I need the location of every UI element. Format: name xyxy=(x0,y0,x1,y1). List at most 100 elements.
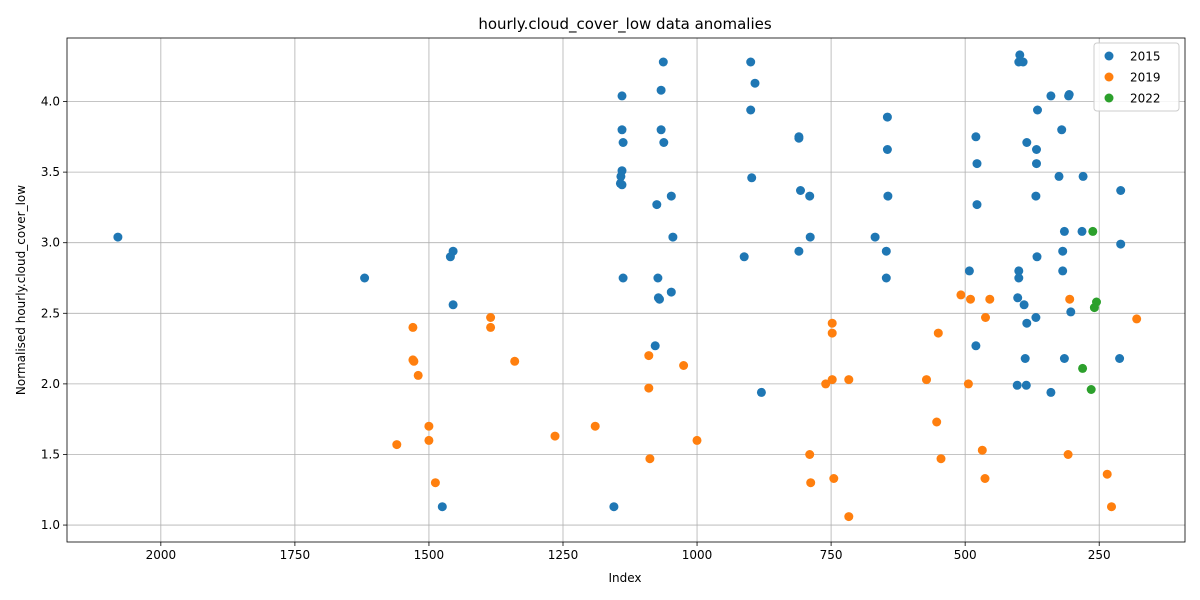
data-point-2015 xyxy=(1013,293,1023,303)
data-point-2015 xyxy=(655,294,664,304)
data-point-2015 xyxy=(1059,226,1069,236)
data-point-2019 xyxy=(1107,502,1116,512)
data-point-2015 xyxy=(1078,171,1088,181)
data-point-2015 xyxy=(881,273,891,283)
data-point-2019 xyxy=(956,290,966,300)
data-point-2015 xyxy=(756,387,766,397)
data-point-2015 xyxy=(653,273,663,283)
data-point-2015 xyxy=(1018,57,1028,67)
data-point-2019 xyxy=(1065,294,1075,304)
legend-marker-2019 xyxy=(1104,72,1114,82)
data-point-2019 xyxy=(424,421,434,431)
data-point-2015 xyxy=(1116,239,1126,249)
data-point-2015 xyxy=(750,78,760,88)
data-point-2015 xyxy=(1115,354,1125,363)
y-axis: 1.0 1.5 2.0 2.5 3.0 3.5 4.0 xyxy=(41,95,67,532)
series-2019 xyxy=(392,290,1142,522)
data-point-2015 xyxy=(972,159,982,169)
data-point-2019 xyxy=(430,478,440,488)
data-point-2019 xyxy=(977,445,987,455)
data-point-2015 xyxy=(617,91,627,101)
data-point-2015 xyxy=(1032,145,1041,154)
data-point-2015 xyxy=(805,232,815,242)
data-point-2019 xyxy=(424,435,434,445)
data-point-2019 xyxy=(932,417,942,427)
data-point-2015 xyxy=(882,112,892,122)
legend-label-2022: 2022 xyxy=(1130,92,1161,106)
data-point-2015 xyxy=(794,246,804,256)
data-point-2015 xyxy=(1020,354,1030,363)
data-point-2019 xyxy=(844,375,854,385)
data-point-2019 xyxy=(933,328,943,338)
y-tick-label: 4.0 xyxy=(41,95,60,109)
data-point-2015 xyxy=(618,138,628,147)
legend-label-2019: 2019 xyxy=(1130,71,1161,85)
data-point-2019 xyxy=(692,435,702,445)
data-point-2015 xyxy=(448,300,458,310)
data-point-2015 xyxy=(882,145,892,154)
y-tick-label: 3.0 xyxy=(41,236,60,250)
data-point-2022 xyxy=(1078,363,1088,373)
legend-label-2015: 2015 xyxy=(1130,50,1161,64)
data-point-2015 xyxy=(1032,159,1041,169)
data-point-2015 xyxy=(618,273,628,283)
data-point-2019 xyxy=(922,375,931,385)
data-point-2019 xyxy=(827,328,837,338)
data-point-2015 xyxy=(1012,380,1022,390)
data-point-2019 xyxy=(936,454,946,464)
data-point-2019 xyxy=(486,313,496,322)
data-point-2015 xyxy=(1015,50,1025,60)
data-point-2015 xyxy=(445,252,455,262)
data-point-2019 xyxy=(413,370,423,380)
data-point-2019 xyxy=(980,474,990,483)
data-point-2015 xyxy=(658,57,668,67)
data-point-2015 xyxy=(609,502,619,512)
data-point-2015 xyxy=(1014,266,1024,276)
data-point-2019 xyxy=(550,431,560,441)
data-point-2015 xyxy=(659,138,669,147)
y-tick-label: 2.0 xyxy=(41,377,60,391)
x-tick-label: 1500 xyxy=(414,548,445,562)
data-point-2015 xyxy=(1116,186,1126,195)
data-point-2015 xyxy=(794,133,804,143)
data-point-2015 xyxy=(1054,171,1064,181)
data-point-2015 xyxy=(437,502,447,512)
data-point-2015 xyxy=(1066,307,1076,317)
data-point-2019 xyxy=(963,379,973,389)
data-point-2019 xyxy=(821,379,831,389)
data-point-2015 xyxy=(616,171,626,181)
y-tick-label: 3.5 xyxy=(41,165,60,179)
x-tick-label: 750 xyxy=(820,548,843,562)
data-point-2015 xyxy=(870,232,880,242)
data-point-2019 xyxy=(827,375,837,385)
legend: 2015 2019 2022 xyxy=(1093,42,1180,112)
data-point-2019 xyxy=(1102,469,1112,479)
x-tick-label: 2000 xyxy=(146,548,177,562)
data-point-2019 xyxy=(644,351,654,361)
data-point-2015 xyxy=(1022,138,1032,147)
data-point-2015 xyxy=(1019,300,1029,310)
data-point-2019 xyxy=(844,512,854,522)
y-tick-label: 1.0 xyxy=(41,518,60,532)
data-point-2015 xyxy=(1077,226,1087,236)
data-point-2015 xyxy=(1031,313,1041,322)
data-point-2015 xyxy=(360,273,370,283)
data-point-2015 xyxy=(1046,387,1056,397)
data-point-2015 xyxy=(666,191,676,201)
legend-box xyxy=(1093,42,1180,112)
data-point-2015 xyxy=(1022,318,1032,328)
data-point-2019 xyxy=(510,356,520,366)
data-point-2019 xyxy=(679,361,689,370)
data-point-2019 xyxy=(985,294,995,304)
chart-title: hourly.cloud_cover_low data anomalies xyxy=(478,15,772,34)
data-point-2015 xyxy=(1064,91,1074,101)
data-point-2015 xyxy=(1021,380,1031,390)
data-point-2015 xyxy=(972,200,982,210)
data-point-2015 xyxy=(1058,246,1068,256)
x-tick-label: 1000 xyxy=(682,548,713,562)
data-point-2015 xyxy=(746,105,756,115)
data-point-2015 xyxy=(652,200,662,210)
data-point-2015 xyxy=(666,287,676,297)
